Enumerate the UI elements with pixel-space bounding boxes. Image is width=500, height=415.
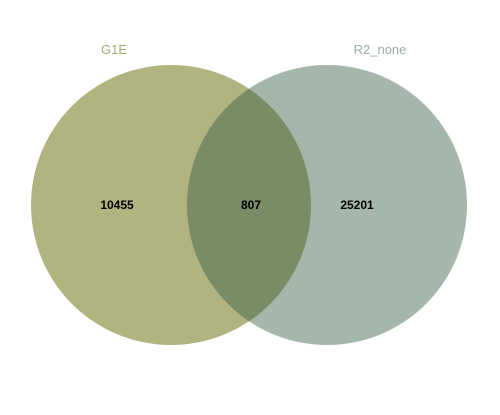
count-only-g1e: 10455 [100, 198, 134, 212]
set-label-r2-none: R2_none [354, 42, 407, 57]
set-label-g1e: G1E [101, 42, 127, 57]
count-only-r2-none: 25201 [340, 198, 374, 212]
count-intersection: 807 [241, 198, 261, 212]
set-intersection-region [187, 65, 311, 345]
